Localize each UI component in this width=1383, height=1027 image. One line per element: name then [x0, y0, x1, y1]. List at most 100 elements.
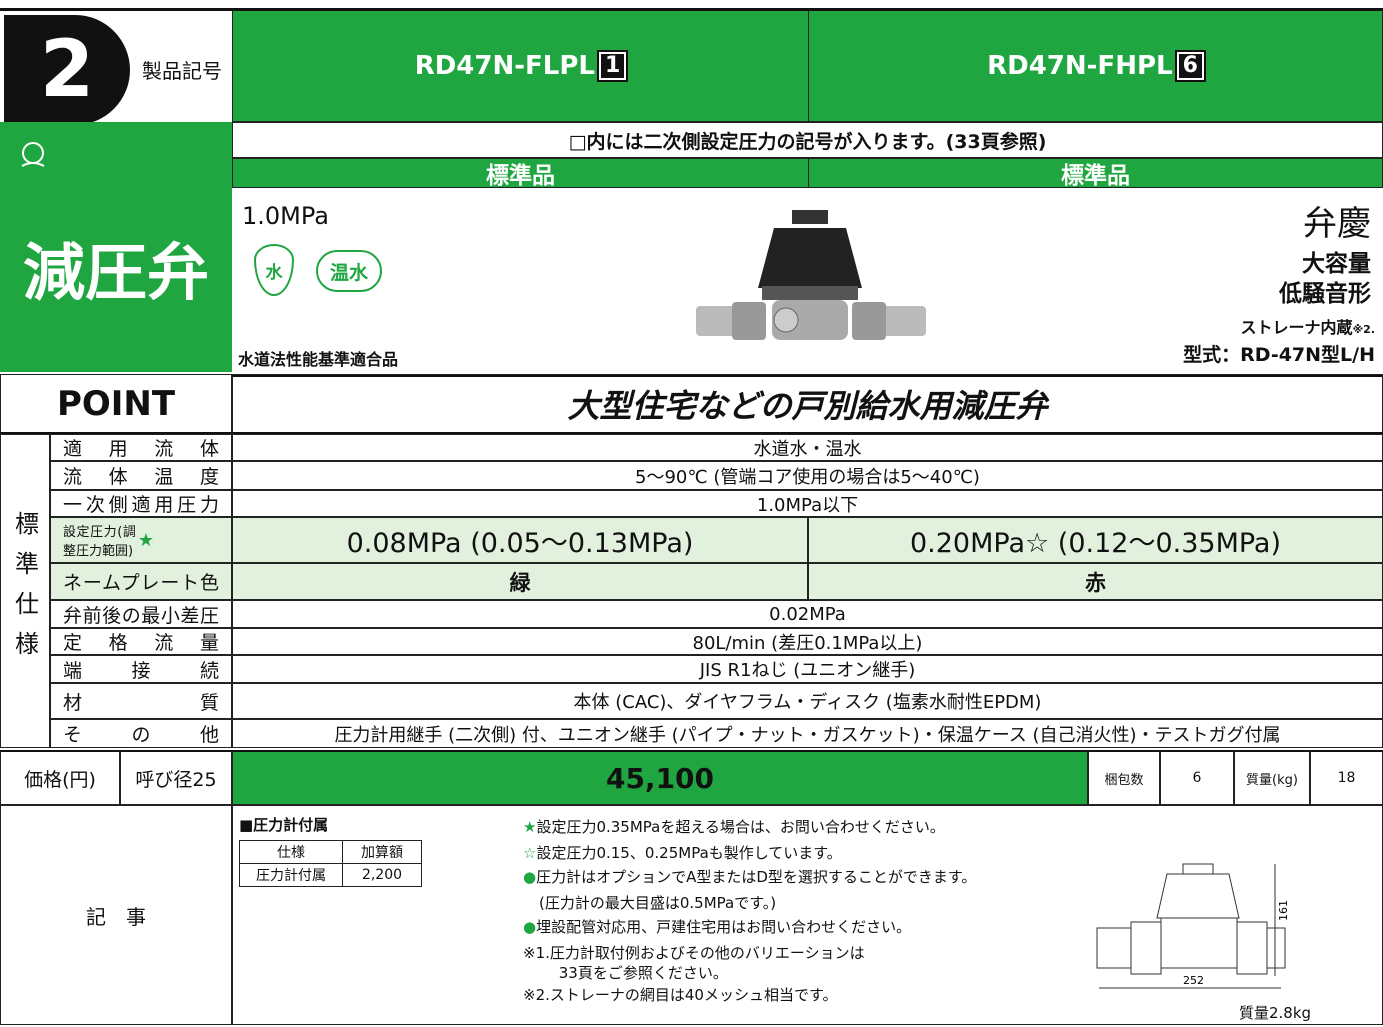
spec-name: 適用流体 — [50, 434, 232, 461]
gauge-cell: 圧力計付属 — [239, 863, 343, 887]
dimension-width: 252 — [1183, 974, 1204, 987]
note-mark: ● — [523, 918, 537, 936]
strainer-ref: ※2. — [1352, 323, 1375, 336]
note-item: ●埋設配管対応用、戸建住宅用はお問い合わせください。 — [523, 916, 911, 937]
spec-value: 水道水・温水 — [232, 434, 1383, 461]
pack-label: 梱包数 — [1088, 750, 1160, 805]
spec-name: 端接続 — [50, 655, 232, 683]
spec-value: 圧力計用継手 (二次側) 付、ユニオン継手 (パイプ・ナット・ガスケット)・保温… — [232, 719, 1383, 748]
note-text: ※2.ストレーナの網目は40メッシュ相当です。 — [523, 986, 838, 1004]
note-text: 設定圧力0.35MPaを超える場合は、お問い合わせください。 — [536, 818, 945, 836]
gauge-title: ■圧力計付属 — [239, 816, 329, 834]
note-item: ★設定圧力0.35MPaを超える場合は、お問い合わせください。 — [523, 816, 945, 837]
brand: 弁慶 — [1303, 204, 1371, 244]
notes-label: 記 事 — [0, 805, 232, 1025]
max-pressure: 1.0MPa — [242, 202, 329, 230]
spec-name-text: 弁前後の最小差圧 — [63, 604, 219, 627]
spec-name-text: 材質 — [63, 691, 219, 714]
nominal-size: 呼び径25 — [120, 750, 232, 805]
category-block: 減圧弁 — [0, 122, 232, 372]
category: 減圧弁 — [22, 236, 209, 309]
spec-value: JIS R1ねじ (ユニオン継手) — [232, 655, 1383, 683]
weight-label: 質量(kg) — [1234, 750, 1310, 805]
spec-name-text: 設定圧力(調整圧力範囲) — [63, 525, 136, 559]
spec-name: 定格流量 — [50, 628, 232, 655]
note-text: 埋設配管対応用、戸建住宅用はお問い合わせください。 — [536, 918, 912, 936]
dimension-height: 161 — [1277, 900, 1290, 921]
spec-value: 0.02MPa — [232, 600, 1383, 628]
section-number: 2 — [4, 15, 130, 125]
weight: 18 — [1310, 750, 1383, 805]
model-cell: RD47N-FHPL 6 — [808, 8, 1383, 122]
note-mark: ★ — [523, 818, 537, 836]
spec-value: 0.08MPa (0.05〜0.13MPa) — [232, 517, 808, 563]
note-text: 圧力計はオプションでA型またはD型を選択することができます。 — [536, 868, 977, 886]
model-label: 製品記号 — [142, 58, 222, 83]
code-note: □内には二次側設定圧力の記号が入ります。(33頁参照) — [232, 122, 1383, 158]
note-item: ※1.圧力計取付例およびその他のバリエーションは — [523, 942, 865, 963]
note-item: (圧力計の最大目盛は0.5MPaです。) — [539, 892, 776, 913]
point-text: 大型住宅などの戸別給水用減圧弁 — [232, 374, 1383, 434]
pack-count: 6 — [1160, 750, 1234, 805]
note-mark: ☆ — [523, 844, 537, 862]
spec-name: 材質 — [50, 683, 232, 719]
certification: 水道法性能基準適合品 — [238, 350, 399, 369]
model: RD47N-FLPL — [414, 51, 595, 81]
price-label: 価格(円) — [0, 750, 120, 805]
fluid-badge: 温水 — [316, 250, 382, 292]
note-text: 33頁をご参照ください。 — [539, 964, 728, 982]
spec-mark: ★ — [137, 529, 155, 551]
grade: 標準品 — [808, 158, 1383, 189]
gauge-header: 仕様 — [239, 840, 343, 864]
gauge-header: 加算額 — [342, 840, 422, 864]
dimension-drawing: 161 252 — [1096, 863, 1290, 989]
spec-value: 0.20MPa☆ (0.12〜0.35MPa) — [808, 517, 1383, 563]
note-item: ●圧力計はオプションでA型またはD型を選択することができます。 — [523, 866, 976, 887]
feature: 大容量 — [1302, 251, 1371, 277]
gauge-cell: 2,200 — [342, 863, 422, 887]
strainer-text: ストレーナ内蔵 — [1240, 318, 1353, 337]
spec-name-text: 適用流体 — [63, 438, 219, 460]
spec-value: 1.0MPa以下 — [232, 490, 1383, 517]
product-image — [696, 210, 926, 340]
spec-name-text: 定格流量 — [63, 632, 219, 654]
price: 45,100 — [232, 750, 1088, 805]
gauge-table: 仕様 加算額 圧力計付属 2,200 — [239, 840, 422, 887]
drawing-weight: 質量2.8kg — [1239, 1004, 1312, 1022]
spec-name-text: ネームプレート色 — [63, 572, 219, 594]
spec-name-text: その他 — [63, 724, 219, 746]
point-label: POINT — [0, 374, 232, 434]
spec-value: 本体 (CAC)、ダイヤフラム・ディスク (塩素水耐性EPDM) — [232, 683, 1383, 719]
note-item: 33頁をご参照ください。 — [539, 962, 728, 983]
fluid-badge: 水 — [254, 244, 294, 296]
note-mark: ● — [523, 868, 537, 886]
note-text: 設定圧力0.15、0.25MPaも製作しています。 — [536, 844, 842, 862]
spec-name: ネームプレート色 — [50, 563, 232, 600]
eco-icon — [21, 142, 45, 167]
header-left: 2 製品記号 — [0, 8, 232, 125]
grade: 標準品 — [232, 158, 809, 189]
spec-name: その他 — [50, 719, 232, 748]
note-text: (圧力計の最大目盛は0.5MPaです。) — [539, 894, 777, 912]
spec-name: 弁前後の最小差圧 — [50, 600, 232, 628]
spec-value: 緑 — [232, 563, 808, 600]
spec-name: 流体温度 — [50, 461, 232, 490]
spec-name-text: 一次側適用圧力 — [63, 494, 219, 516]
notes-area: ■圧力計付属 仕様 加算額 圧力計付属 2,200 ★設定圧力0.35MPaを超える… — [232, 805, 1383, 1025]
spec-name: 設定圧力(調整圧力範囲) ★ — [50, 517, 232, 563]
spec-name-text: 流体温度 — [63, 466, 219, 488]
note-item: ※2.ストレーナの網目は40メッシュ相当です。 — [523, 984, 837, 1005]
spec-value: 80L/min (差圧0.1MPa以上) — [232, 628, 1383, 655]
model-code: 6 — [1174, 50, 1206, 82]
spec-name-text: 端接続 — [63, 659, 219, 682]
feature: 低騒音形 — [1279, 281, 1371, 307]
spec-label: 標準仕様 — [0, 434, 50, 748]
spec-value: 赤 — [808, 563, 1383, 600]
strainer: ストレーナ内蔵※2. — [1240, 314, 1375, 338]
spec-name: 一次側適用圧力 — [50, 490, 232, 517]
note-item: ☆設定圧力0.15、0.25MPaも製作しています。 — [523, 842, 842, 863]
note-text: ※1.圧力計取付例およびその他のバリエーションは — [523, 944, 865, 962]
model-cell: RD47N-FLPL 1 — [232, 8, 809, 122]
model: RD47N-FHPL — [987, 51, 1173, 81]
